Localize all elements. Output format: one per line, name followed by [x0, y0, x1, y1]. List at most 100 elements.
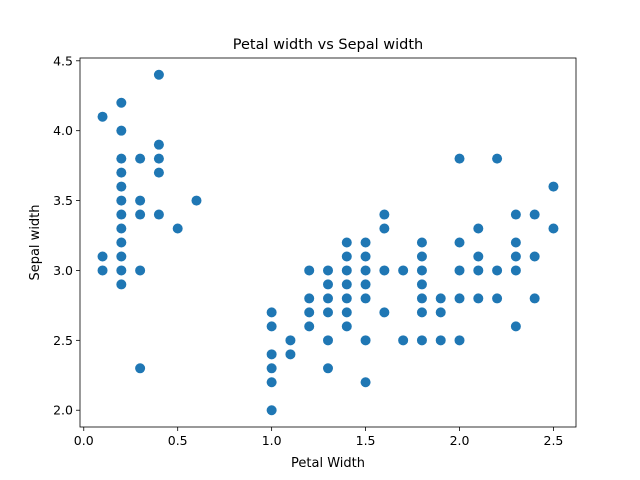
data-point — [116, 251, 127, 262]
data-point — [360, 265, 371, 276]
data-point — [548, 223, 559, 234]
data-point — [360, 279, 371, 290]
data-point — [492, 293, 503, 304]
data-point — [416, 279, 427, 290]
chart-title: Petal width vs Sepal width — [233, 37, 424, 53]
data-point — [454, 153, 465, 164]
data-point — [473, 293, 484, 304]
data-point — [304, 307, 315, 318]
data-point — [304, 293, 315, 304]
data-point — [454, 237, 465, 248]
data-point — [360, 293, 371, 304]
data-point — [529, 293, 540, 304]
data-points — [97, 69, 559, 416]
data-point — [398, 335, 409, 346]
data-point — [153, 209, 164, 220]
data-point — [135, 153, 146, 164]
data-point — [341, 307, 352, 318]
data-point — [116, 209, 127, 220]
y-tick-label: 3.5 — [53, 193, 73, 208]
plot-frame — [79, 57, 577, 428]
data-point — [548, 181, 559, 192]
data-point — [360, 251, 371, 262]
data-point — [191, 195, 202, 206]
data-point — [304, 321, 315, 332]
data-point — [435, 307, 446, 318]
data-point — [416, 251, 427, 262]
data-point — [97, 265, 108, 276]
data-point — [116, 237, 127, 248]
data-point — [304, 265, 315, 276]
data-point — [510, 265, 521, 276]
data-point — [266, 363, 277, 374]
data-point — [341, 251, 352, 262]
y-axis-ticks: 2.0 2.5 3.0 3.5 4.0 4.5 — [53, 53, 80, 418]
data-point — [510, 251, 521, 262]
data-point — [153, 139, 164, 150]
data-point — [135, 265, 146, 276]
data-point — [341, 279, 352, 290]
data-point — [116, 125, 127, 136]
x-tick-label: 2.5 — [544, 433, 564, 448]
data-point — [266, 349, 277, 360]
data-point — [116, 265, 127, 276]
data-point — [398, 265, 409, 276]
data-point — [116, 153, 127, 164]
data-point — [97, 111, 108, 122]
x-axis-ticks: 0.0 0.5 1.0 1.5 2.0 2.5 — [74, 427, 564, 448]
data-point — [379, 223, 390, 234]
data-point — [510, 321, 521, 332]
data-point — [416, 307, 427, 318]
data-point — [116, 223, 127, 234]
data-point — [116, 167, 127, 178]
data-point — [323, 363, 333, 374]
data-point — [435, 293, 446, 304]
data-point — [341, 265, 352, 276]
data-point — [510, 237, 521, 248]
x-axis-label: Petal Width — [291, 456, 365, 471]
data-point — [473, 251, 484, 262]
data-point — [341, 237, 352, 248]
data-point — [153, 69, 164, 80]
data-point — [360, 237, 371, 248]
data-point — [492, 153, 503, 164]
data-point — [510, 209, 521, 220]
data-point — [266, 377, 277, 388]
data-point — [360, 335, 371, 346]
data-point — [116, 97, 127, 108]
data-point — [379, 265, 390, 276]
data-point — [153, 167, 164, 178]
data-point — [416, 237, 427, 248]
data-point — [135, 363, 146, 374]
data-point — [435, 335, 446, 346]
data-point — [97, 251, 108, 262]
y-tick-label: 3.0 — [53, 263, 73, 278]
data-point — [116, 279, 127, 290]
data-point — [323, 335, 333, 346]
data-point — [285, 335, 296, 346]
data-point — [529, 251, 540, 262]
data-point — [492, 265, 503, 276]
y-tick-label: 2.5 — [53, 333, 73, 348]
data-point — [416, 265, 427, 276]
x-tick-label: 1.5 — [356, 433, 376, 448]
data-point — [323, 293, 333, 304]
x-tick-label: 0.0 — [74, 433, 94, 448]
data-point — [360, 377, 371, 388]
data-point — [454, 335, 465, 346]
data-point — [323, 265, 333, 276]
data-point — [266, 405, 277, 416]
data-point — [116, 195, 127, 206]
x-tick-label: 1.0 — [262, 433, 282, 448]
data-point — [285, 349, 296, 360]
data-point — [529, 209, 540, 220]
data-point — [153, 153, 164, 164]
y-tick-label: 4.0 — [53, 123, 73, 138]
y-tick-label: 2.0 — [53, 403, 73, 418]
data-point — [416, 335, 427, 346]
data-point — [473, 223, 484, 234]
x-tick-label: 0.5 — [168, 433, 188, 448]
data-point — [454, 293, 465, 304]
data-point — [135, 195, 146, 206]
